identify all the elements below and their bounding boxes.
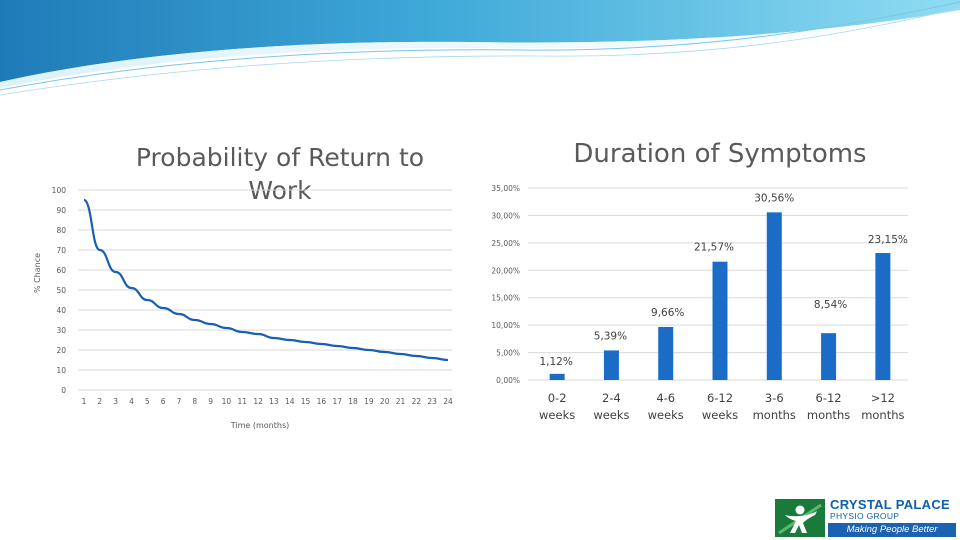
x-category-label: months	[753, 408, 796, 422]
y-tick-label: 90	[56, 206, 66, 215]
x-tick-label: 10	[222, 397, 232, 406]
x-category-label: 6-12	[816, 391, 842, 405]
bar	[603, 350, 619, 380]
x-tick-label: 17	[332, 397, 342, 406]
y-tick-label: 20	[56, 346, 66, 355]
y-tick-label: 15,00%	[491, 294, 520, 303]
x-tick-label: 3	[113, 397, 118, 406]
y-tick-label: 35,00%	[491, 184, 520, 193]
x-tick-label: 7	[177, 397, 182, 406]
duration-of-symptoms-plot: 0,00% 5,00% 10,00% 15,00% 20,00% 25,00% 30,00%…	[491, 184, 908, 422]
y-tick-label: 30	[56, 326, 66, 335]
x-tick-label: 12	[253, 397, 263, 406]
y-tick-label: 100	[52, 186, 67, 195]
x-category-label: >12	[871, 391, 895, 405]
duration-of-symptoms-chart: Duration of Symptoms 0,00% 5,00% 10,00% 15,…	[470, 130, 960, 440]
y-tick-label: 20,00%	[491, 266, 520, 275]
y-tick-label: 0,00%	[496, 376, 520, 385]
x-category-label: 6-12	[707, 391, 733, 405]
x-tick-label: 22	[412, 397, 422, 406]
logo-subname: PHYSIO GROUP	[830, 511, 900, 521]
data-label: 9,66%	[651, 307, 684, 319]
bar	[766, 212, 782, 380]
y-tick-label: 0	[61, 386, 66, 395]
y-tick-label: 50	[56, 286, 66, 295]
data-label: 30,56%	[754, 192, 794, 204]
x-category-label: weeks	[648, 408, 684, 422]
bar	[658, 327, 674, 380]
data-label: 5,39%	[594, 330, 627, 342]
x-tick-label: 5	[145, 397, 150, 406]
logo-tagline: Making People Better	[828, 523, 956, 537]
x-category-label: 4-6	[656, 391, 675, 405]
x-tick-label: 15	[301, 397, 311, 406]
x-category-label: 2-4	[602, 391, 621, 405]
data-label: 23,15%	[868, 234, 908, 246]
y-axis-label: % Chance	[33, 253, 42, 293]
x-tick-label: 24	[443, 397, 453, 406]
data-label: 21,57%	[694, 242, 734, 254]
crystal-palace-logo: CRYSTAL PALACE PHYSIO GROUP Making Peopl…	[772, 496, 957, 538]
y-tick-label: 10,00%	[491, 321, 520, 330]
x-tick-label: 18	[348, 397, 358, 406]
x-tick-label: 6	[161, 397, 166, 406]
x-tick-label: 19	[364, 397, 374, 406]
x-category-label: weeks	[539, 408, 575, 422]
x-category-label: months	[861, 408, 904, 422]
x-tick-label: 8	[192, 397, 197, 406]
x-tick-label: 13	[269, 397, 279, 406]
y-tick-label: 80	[56, 226, 66, 235]
bar	[875, 253, 891, 380]
y-tick-label: 70	[56, 246, 66, 255]
x-category-label: 3-6	[765, 391, 784, 405]
x-category-label: 0-2	[548, 391, 567, 405]
data-label: 1,12%	[539, 356, 572, 368]
data-label: 8,54%	[814, 299, 847, 311]
x-category-label: weeks	[702, 408, 738, 422]
bar	[712, 261, 728, 380]
x-category-label: months	[807, 408, 850, 422]
x-category-label: weeks	[593, 408, 629, 422]
x-tick-label: 23	[427, 397, 437, 406]
bar	[549, 373, 565, 380]
x-tick-label: 2	[97, 397, 102, 406]
y-tick-label: 5,00%	[496, 349, 520, 358]
y-tick-label: 40	[56, 306, 66, 315]
return-to-work-chart: Probability of Return to Work 0 10 20 30 40 5…	[0, 130, 480, 440]
x-tick-label: 20	[380, 397, 390, 406]
y-tick-label: 25,00%	[491, 239, 520, 248]
x-tick-label: 11	[237, 397, 247, 406]
logo-figure-icon	[775, 499, 825, 537]
y-tick-label: 10	[56, 366, 66, 375]
series-line	[83, 198, 449, 362]
x-tick-label: 14	[285, 397, 295, 406]
bar	[821, 333, 837, 380]
y-tick-label: 60	[56, 266, 66, 275]
logo-name: CRYSTAL PALACE	[830, 497, 951, 512]
slide-header-decoration	[0, 0, 960, 100]
chart-title: Duration of Symptoms	[573, 139, 867, 169]
y-tick-label: 30,00%	[491, 211, 520, 220]
x-tick-label: 1	[82, 397, 87, 406]
x-tick-label: 21	[396, 397, 406, 406]
x-tick-label: 9	[208, 397, 213, 406]
x-tick-label: 16	[317, 397, 327, 406]
x-axis-label: Time (months)	[230, 421, 290, 430]
x-tick-label: 4	[129, 397, 134, 406]
